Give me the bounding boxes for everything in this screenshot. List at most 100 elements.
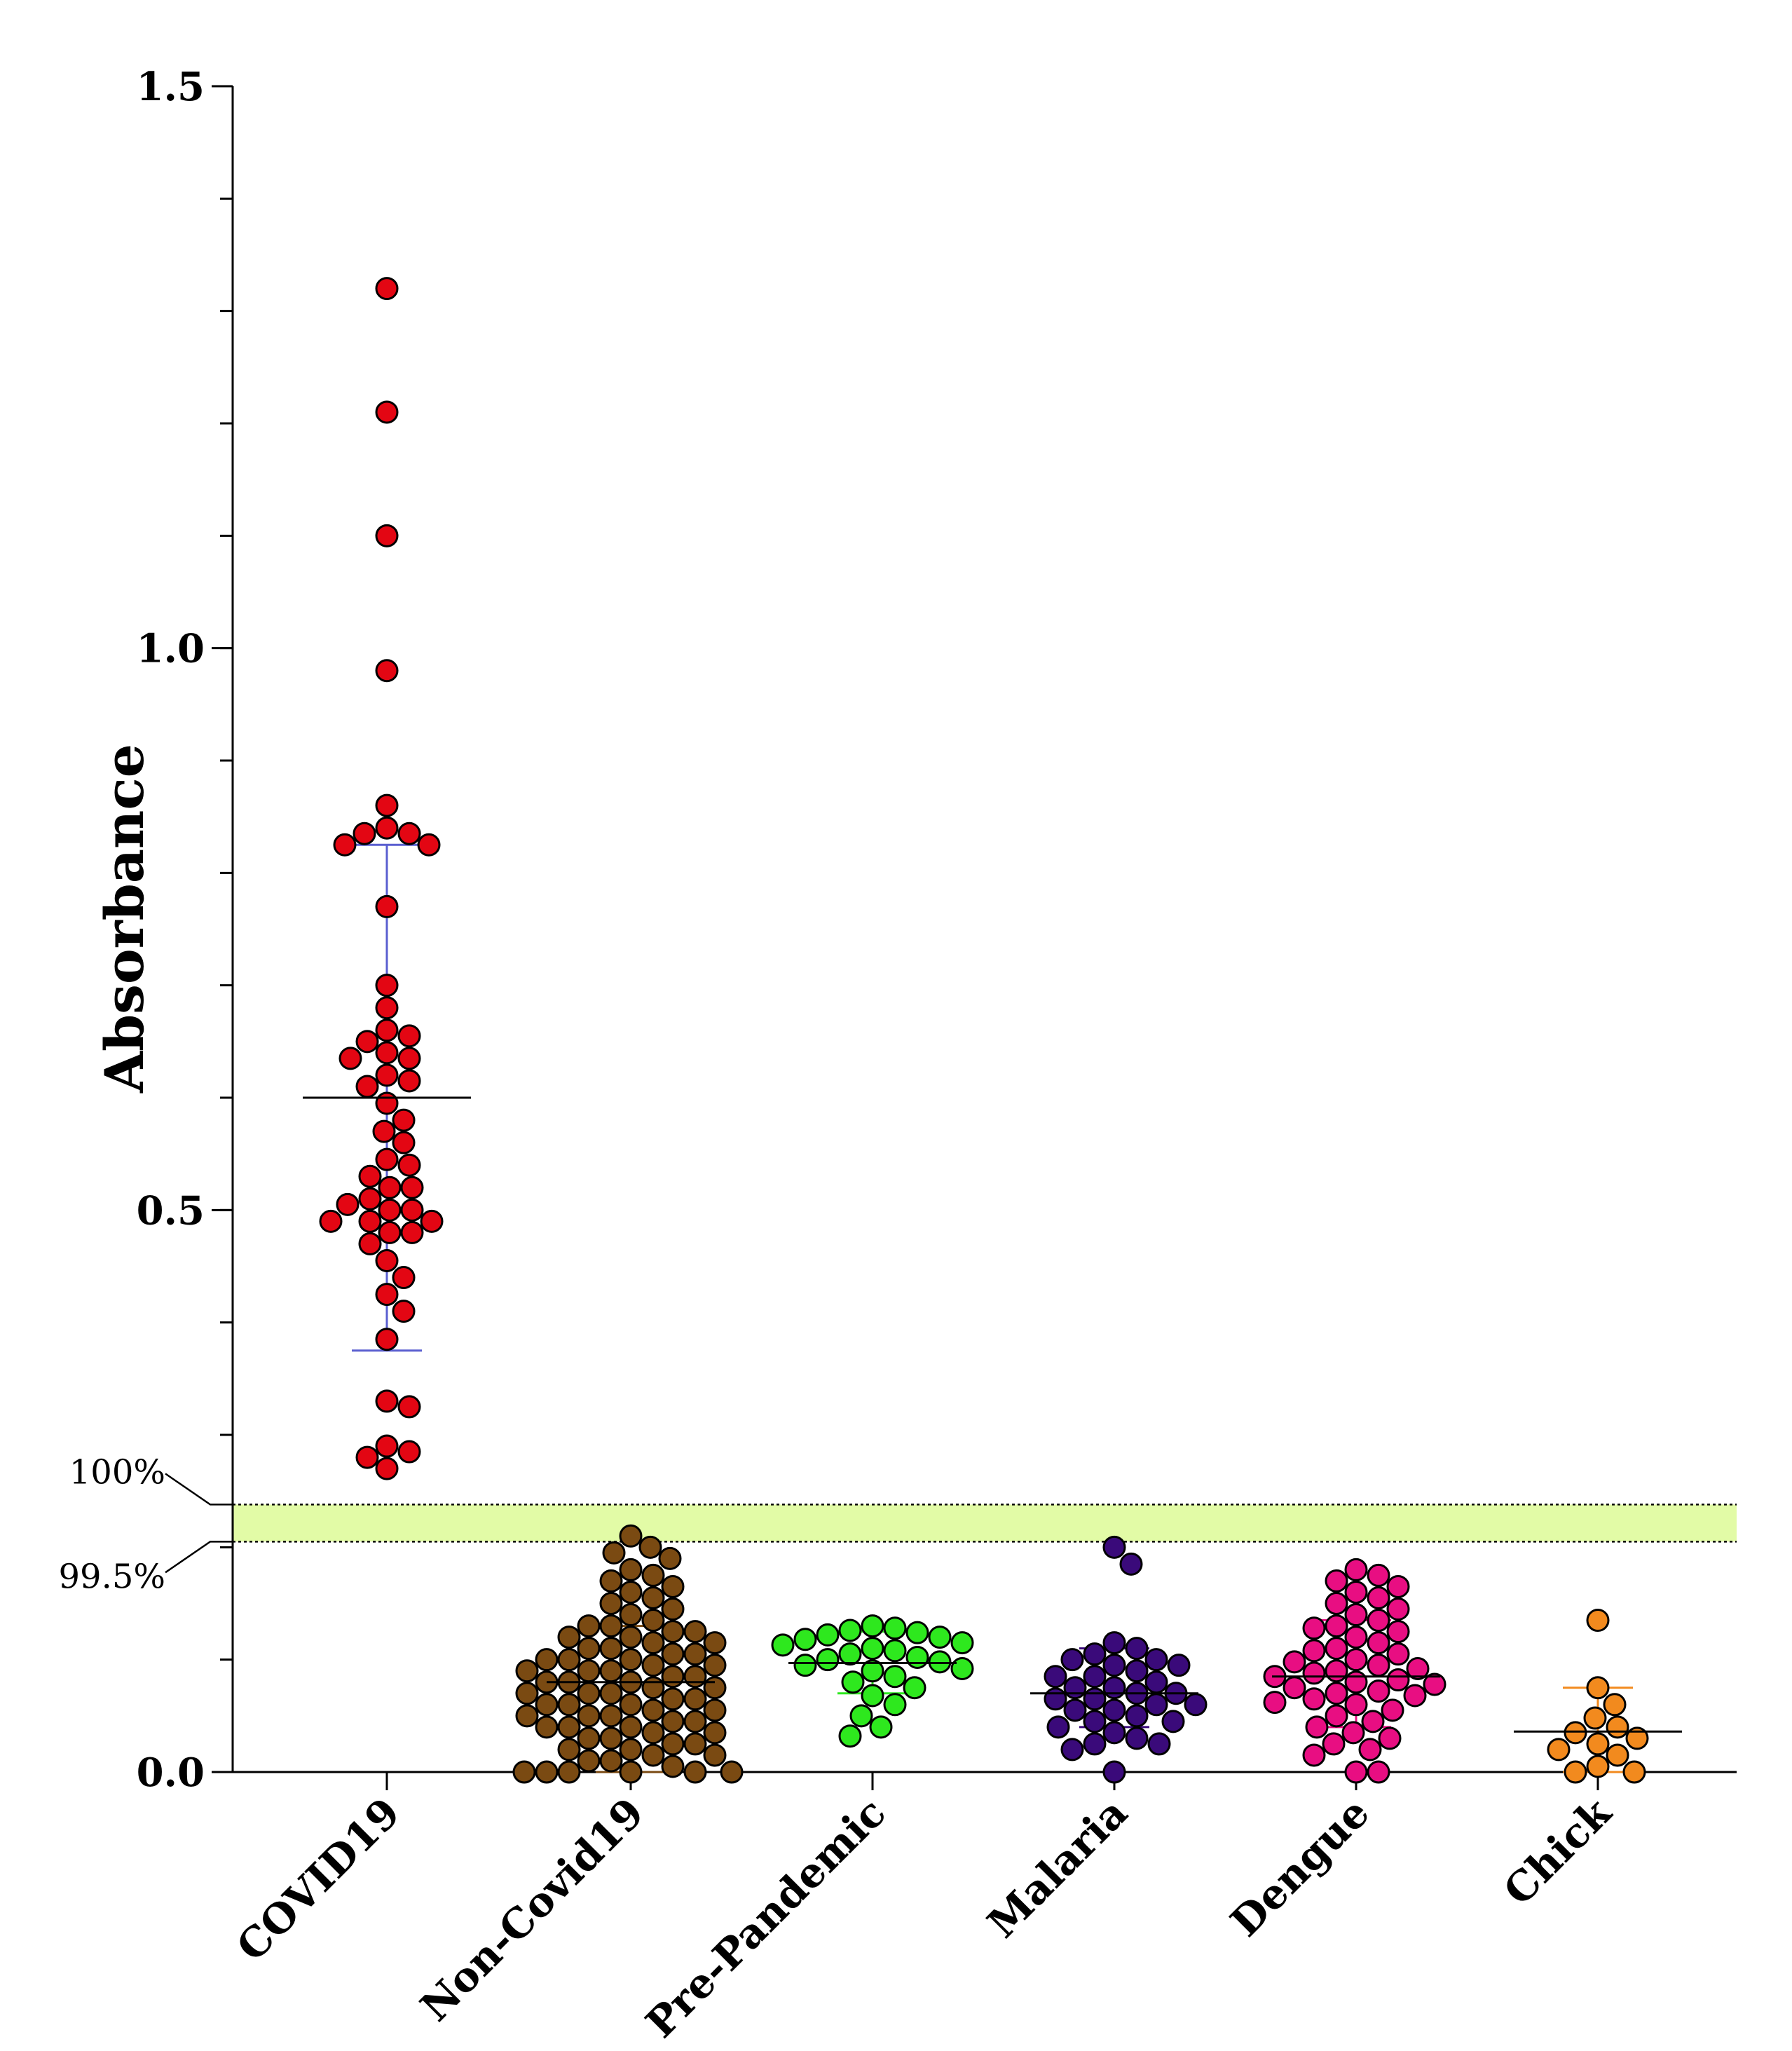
data-point-covid19	[400, 1198, 424, 1222]
data-point-chick	[1547, 1738, 1571, 1762]
data-point-dengue	[1344, 1648, 1368, 1672]
data-point-chick	[1606, 1715, 1629, 1739]
data-point-dengue	[1305, 1715, 1329, 1739]
data-point-dengue	[1283, 1650, 1306, 1674]
data-point-malaria	[1044, 1687, 1067, 1711]
data-point-malaria	[1102, 1631, 1126, 1655]
data-point-non-covid19	[638, 1535, 662, 1559]
data-point-covid19	[355, 1075, 379, 1098]
data-point-dengue	[1302, 1616, 1326, 1640]
x-category-label: Pre-Pandemic	[636, 1789, 894, 2047]
data-point-malaria	[1044, 1665, 1067, 1689]
data-point-non-covid19	[599, 1614, 623, 1638]
data-point-pre-pandemic	[793, 1628, 817, 1651]
data-point-dengue	[1263, 1691, 1287, 1715]
data-point-malaria	[1167, 1654, 1191, 1677]
upper-label-leader	[165, 1473, 233, 1506]
data-point-non-covid19	[703, 1721, 727, 1745]
data-point-dengue	[1283, 1676, 1306, 1700]
data-point-pre-pandemic	[950, 1631, 974, 1655]
data-point-non-covid19	[619, 1558, 643, 1581]
data-point-malaria	[1102, 1676, 1126, 1700]
y-tick-label: 1.0	[137, 626, 205, 672]
data-point-covid19	[319, 1209, 343, 1233]
data-point-pre-pandemic	[838, 1619, 862, 1642]
data-point-non-covid19	[703, 1698, 727, 1722]
data-point-covid19	[397, 1047, 421, 1070]
data-point-malaria	[1102, 1654, 1126, 1677]
data-point-dengue	[1386, 1642, 1410, 1666]
data-point-covid19	[392, 1108, 416, 1132]
data-point-non-covid19	[683, 1710, 707, 1733]
data-point-pre-pandemic	[793, 1654, 817, 1677]
data-point-dengue	[1302, 1639, 1326, 1663]
data-point-non-covid19	[535, 1693, 559, 1717]
data-point-malaria	[1144, 1648, 1168, 1672]
data-point-malaria	[1147, 1732, 1171, 1756]
data-point-covid19	[397, 1395, 421, 1419]
data-point-pre-pandemic	[838, 1724, 862, 1748]
data-point-pre-pandemic	[869, 1715, 893, 1739]
data-point-covid19	[333, 833, 357, 857]
data-point-malaria	[1060, 1648, 1084, 1672]
data-point-dengue	[1344, 1558, 1368, 1581]
data-point-non-covid19	[599, 1749, 623, 1773]
data-point-non-covid19	[661, 1620, 685, 1644]
data-point-non-covid19	[619, 1715, 643, 1739]
data-point-non-covid19	[658, 1546, 682, 1570]
data-point-non-covid19	[557, 1648, 581, 1672]
data-point-malaria	[1083, 1732, 1107, 1756]
data-point-dengue	[1344, 1580, 1368, 1604]
data-point-dengue	[1367, 1586, 1390, 1609]
data-point-non-covid19	[535, 1760, 559, 1784]
threshold-band-layer: 100% 99.5%	[59, 1452, 1737, 1596]
data-point-pre-pandemic	[883, 1665, 907, 1689]
data-point-non-covid19	[557, 1626, 581, 1649]
data-point-dengue	[1367, 1760, 1390, 1784]
data-point-non-covid19	[602, 1541, 626, 1565]
data-point-non-covid19	[641, 1743, 665, 1767]
data-point-dengue	[1325, 1682, 1348, 1705]
data-point-covid19	[397, 1024, 421, 1048]
data-point-chick	[1586, 1676, 1610, 1700]
data-point-pre-pandemic	[883, 1693, 907, 1717]
data-point-non-covid19	[641, 1563, 665, 1587]
data-point-chick	[1586, 1732, 1610, 1756]
data-point-non-covid19	[619, 1524, 643, 1548]
data-point-covid19	[358, 1209, 382, 1233]
data-point-covid19	[375, 1328, 399, 1351]
data-point-pre-pandemic	[928, 1626, 952, 1649]
data-point-malaria	[1125, 1659, 1149, 1683]
data-point-non-covid19	[661, 1642, 685, 1666]
data-point-covid19	[372, 1119, 396, 1143]
data-point-covid19	[400, 1176, 424, 1199]
data-point-dengue	[1367, 1654, 1390, 1677]
data-point-chick	[1622, 1760, 1646, 1784]
data-point-non-covid19	[641, 1609, 665, 1633]
data-point-non-covid19	[577, 1726, 601, 1750]
y-tick-label: 0.0	[137, 1750, 205, 1796]
data-point-non-covid19	[683, 1687, 707, 1711]
data-point-covid19	[353, 822, 376, 845]
mean-lines	[303, 1096, 1682, 1733]
data-point-covid19	[375, 816, 399, 840]
data-point-dengue	[1325, 1569, 1348, 1593]
data-point-non-covid19	[557, 1738, 581, 1762]
data-point-malaria	[1144, 1670, 1168, 1694]
y-tick-label: 0.5	[137, 1187, 205, 1234]
data-point-pre-pandemic	[950, 1656, 974, 1680]
data-point-pre-pandemic	[883, 1616, 907, 1640]
x-category-label: Malaria	[978, 1789, 1137, 1947]
data-point-non-covid19	[619, 1626, 643, 1649]
data-point-non-covid19	[535, 1715, 559, 1739]
data-point-non-covid19	[577, 1614, 601, 1638]
data-point-covid19	[358, 1164, 382, 1188]
data-point-covid19	[397, 1440, 421, 1464]
data-point-covid19	[358, 1187, 382, 1211]
data-point-non-covid19	[703, 1743, 727, 1767]
data-point-dengue	[1367, 1609, 1390, 1633]
data-point-non-covid19	[661, 1597, 685, 1621]
